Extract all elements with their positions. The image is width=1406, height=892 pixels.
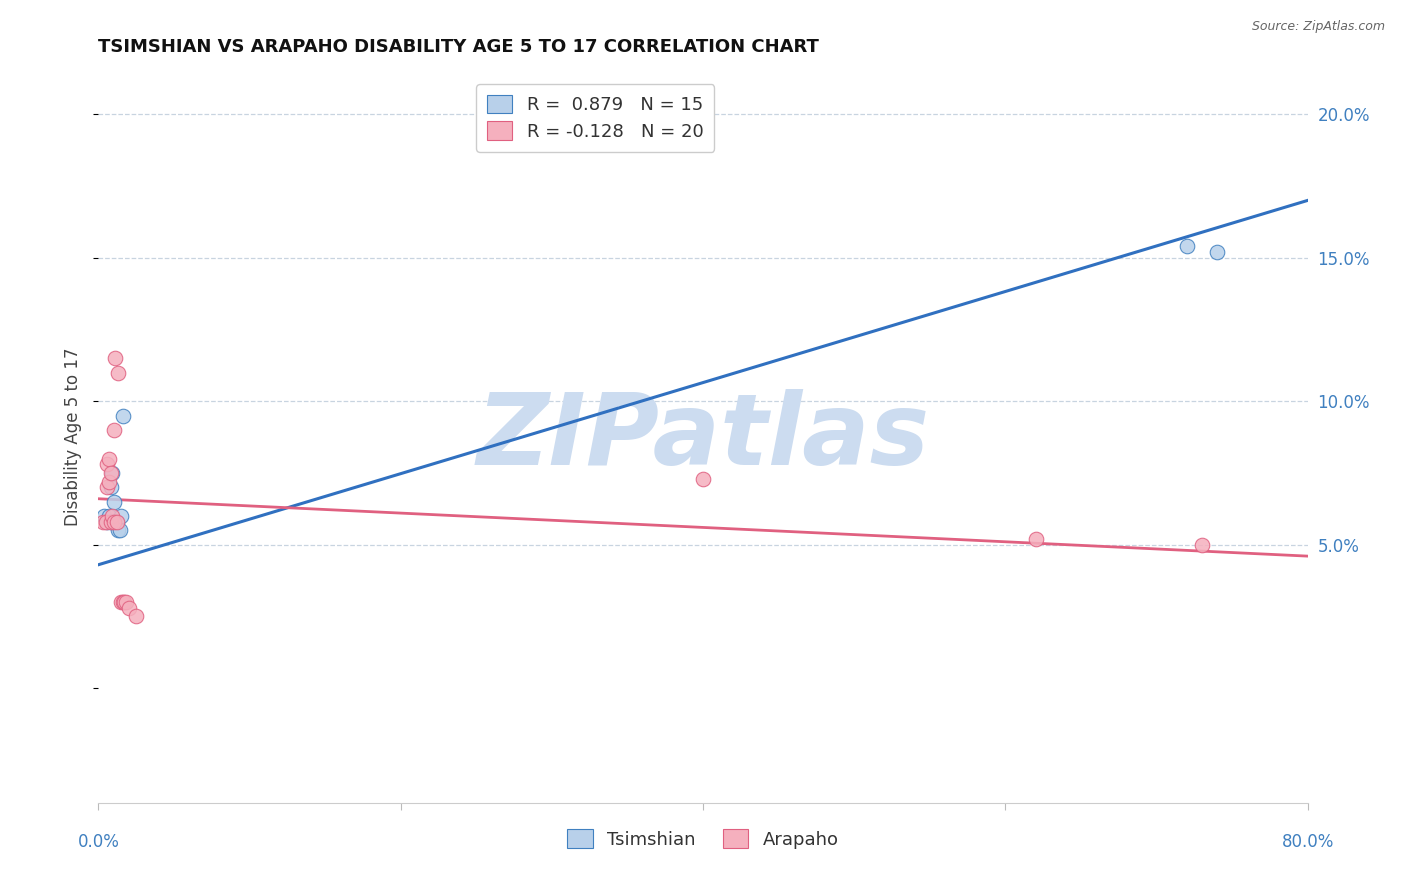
Point (110, 595, 132, 609)
Point (91, 515, 114, 529)
Point (101, 466, 124, 480)
Point (103, 423, 125, 437)
Text: 80.0%: 80.0% (1281, 833, 1334, 851)
Point (118, 600, 141, 615)
Point (104, 351, 127, 366)
Point (103, 515, 125, 529)
Text: 0.0%: 0.0% (77, 833, 120, 851)
Text: Source: ZipAtlas.com: Source: ZipAtlas.com (1251, 20, 1385, 33)
Point (1024, 532, 1046, 546)
Point (100, 515, 122, 529)
Point (105, 515, 128, 529)
Text: ZIPatlas: ZIPatlas (477, 389, 929, 485)
Point (100, 466, 122, 480)
Point (93, 508, 115, 523)
Point (125, 609, 148, 624)
Point (98, 475, 121, 489)
Point (100, 515, 122, 529)
Point (108, 524, 131, 538)
Point (692, 472, 714, 486)
Point (98, 508, 121, 523)
Point (94, 515, 117, 529)
Point (98, 451, 121, 466)
Point (1206, 245, 1229, 260)
Point (96, 515, 118, 529)
Point (96, 480, 118, 494)
Point (101, 508, 124, 523)
Point (111, 595, 134, 609)
Point (96, 458, 118, 472)
Point (103, 494, 125, 508)
Point (107, 366, 129, 380)
Text: TSIMSHIAN VS ARAPAHO DISABILITY AGE 5 TO 17 CORRELATION CHART: TSIMSHIAN VS ARAPAHO DISABILITY AGE 5 TO… (98, 38, 820, 56)
Point (1191, 538, 1213, 552)
Point (1175, 239, 1198, 253)
Point (104, 515, 127, 529)
Point (112, 595, 135, 609)
Point (107, 524, 129, 538)
Y-axis label: Disability Age 5 to 17: Disability Age 5 to 17 (65, 348, 83, 526)
Point (105, 515, 128, 529)
Point (114, 595, 136, 609)
Legend: Tsimshian, Arapaho: Tsimshian, Arapaho (560, 822, 846, 856)
Point (100, 480, 122, 494)
Point (111, 409, 134, 423)
Point (110, 508, 132, 523)
